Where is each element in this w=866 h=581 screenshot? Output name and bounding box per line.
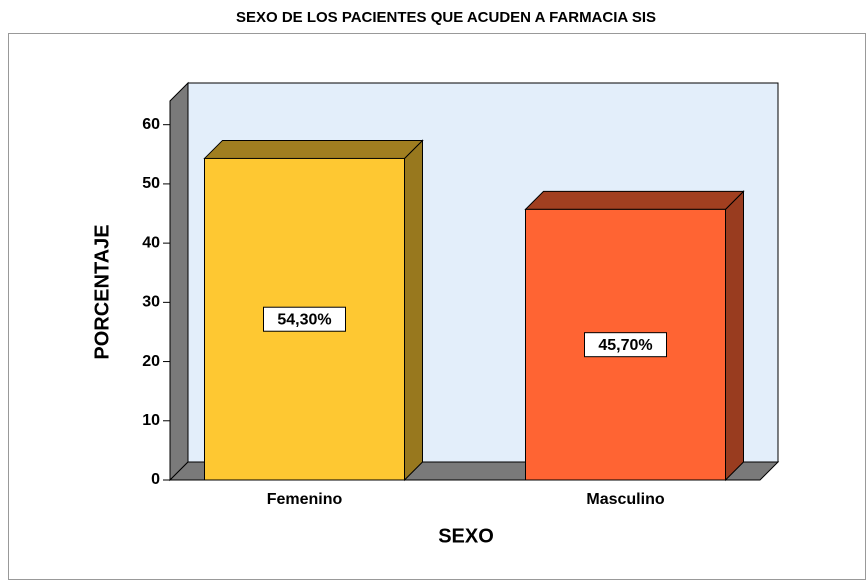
chart-title: SEXO DE LOS PACIENTES QUE ACUDEN A FARMA… — [236, 9, 656, 26]
x-tick-label: Femenino — [267, 491, 343, 508]
bar-side — [404, 139, 423, 482]
y-tick-label: 20 — [142, 353, 160, 370]
bar-side — [725, 190, 744, 482]
x-tick-label: Masculino — [586, 491, 664, 508]
y-axis-title: PORCENTAJE — [91, 224, 113, 359]
left-wall — [169, 81, 189, 482]
y-tick-label: 30 — [142, 294, 160, 311]
value-label-box — [584, 332, 667, 358]
y-tick-label: 0 — [151, 471, 160, 488]
value-label: 54,30% — [277, 311, 331, 328]
bar-top — [524, 190, 745, 210]
y-tick-label: 60 — [142, 116, 160, 133]
y-tick-label: 50 — [142, 175, 160, 192]
value-label: 45,70% — [598, 337, 652, 354]
y-tick-label: 40 — [142, 234, 160, 251]
y-tick-label: 10 — [142, 412, 160, 429]
bar-top — [203, 139, 424, 159]
x-axis-title: SEXO — [438, 525, 494, 547]
value-label-box — [263, 306, 346, 332]
